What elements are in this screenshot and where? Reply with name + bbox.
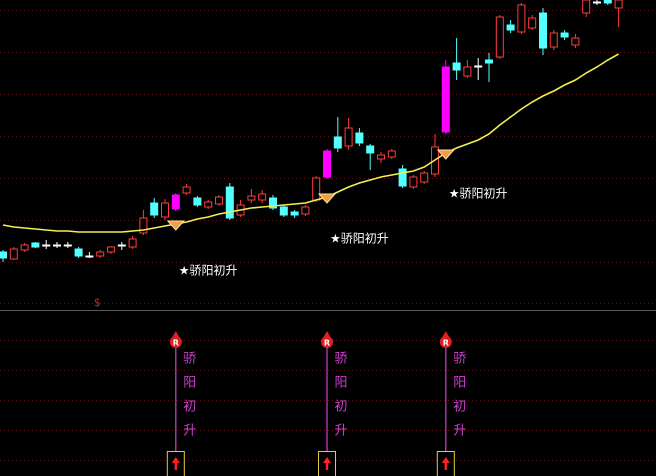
candle-body bbox=[258, 193, 267, 201]
candle-body bbox=[301, 206, 310, 215]
signal-badge-circle bbox=[321, 336, 333, 348]
candle-body bbox=[150, 202, 159, 216]
candle-body bbox=[495, 16, 504, 58]
candle-body bbox=[279, 206, 288, 216]
candle-body bbox=[549, 32, 558, 48]
moving-average bbox=[2, 53, 619, 233]
candle-body bbox=[571, 37, 580, 46]
candle-body bbox=[474, 65, 483, 68]
signal-vertical-char: 升 bbox=[334, 424, 347, 439]
signal-arrow bbox=[441, 457, 450, 470]
candle-body bbox=[20, 244, 29, 251]
candle-body bbox=[323, 150, 331, 178]
signal-vertical-char: 阳 bbox=[334, 376, 347, 391]
marker: $ bbox=[94, 296, 101, 309]
signal-label: ★骄阳初升 bbox=[449, 187, 508, 201]
candle-body bbox=[593, 1, 601, 4]
candle-body bbox=[171, 194, 180, 210]
signal-vertical-char: 升 bbox=[183, 424, 196, 439]
signal-vertical-char: 骄 bbox=[334, 352, 347, 367]
candle-body bbox=[117, 244, 126, 247]
candle-body bbox=[215, 196, 223, 205]
signal-vertical-char: 初 bbox=[334, 400, 347, 415]
signal-diamond bbox=[317, 193, 337, 204]
candle-body bbox=[539, 12, 547, 49]
candle-body bbox=[128, 238, 137, 248]
candle-body bbox=[560, 32, 569, 38]
candle-body bbox=[409, 176, 418, 188]
candle-body bbox=[506, 24, 515, 31]
candle-body bbox=[225, 186, 234, 219]
candle-body bbox=[377, 154, 385, 160]
signal-vertical-char: 骄 bbox=[453, 352, 466, 367]
candle-body bbox=[96, 251, 105, 257]
candle-body bbox=[420, 172, 429, 183]
candle-body bbox=[398, 168, 407, 187]
candle-body bbox=[107, 246, 115, 253]
signal-vertical-char: 阳 bbox=[453, 376, 466, 391]
signal-badge: R bbox=[324, 339, 330, 348]
candle-body bbox=[355, 132, 364, 144]
candle-body bbox=[42, 244, 51, 247]
candle-body bbox=[74, 248, 83, 257]
candle-body bbox=[366, 145, 375, 154]
signal-vertical-char: 初 bbox=[453, 400, 466, 415]
signal-label: ★骄阳初升 bbox=[179, 264, 238, 278]
candle-body bbox=[333, 136, 342, 149]
candle-body bbox=[9, 248, 18, 260]
candle-body bbox=[463, 66, 472, 77]
candle-body bbox=[182, 186, 191, 194]
signal-badge-tip bbox=[441, 331, 450, 338]
candle-body bbox=[0, 251, 7, 259]
candle-body bbox=[53, 244, 61, 247]
candle-body bbox=[269, 197, 277, 209]
candle-body bbox=[603, 0, 612, 4]
candle-body bbox=[290, 211, 299, 216]
candle-body bbox=[139, 217, 148, 234]
signal-diamond bbox=[436, 149, 455, 160]
candle-body bbox=[161, 202, 169, 218]
candle-body bbox=[387, 150, 396, 158]
candle-body bbox=[193, 197, 202, 206]
signal-arrow bbox=[171, 457, 180, 470]
signal-vertical-char: 升 bbox=[453, 424, 466, 439]
candle-body bbox=[528, 17, 537, 29]
signal-vertical-char: 阳 bbox=[183, 376, 196, 391]
candle-body bbox=[614, 0, 623, 9]
candle-body bbox=[312, 177, 321, 201]
candle-body bbox=[204, 201, 213, 208]
signal-label: ★骄阳初升 bbox=[330, 232, 389, 246]
candle-body bbox=[582, 0, 591, 14]
signal-arrow bbox=[323, 457, 331, 470]
signal-badge: R bbox=[173, 339, 179, 348]
candle-body bbox=[344, 127, 353, 147]
signal-badge-tip bbox=[323, 331, 331, 338]
candle-body bbox=[441, 66, 450, 133]
candle-body bbox=[31, 242, 40, 248]
signal-badge-circle bbox=[169, 336, 182, 348]
candle-body bbox=[85, 255, 94, 258]
candle-body bbox=[452, 62, 461, 71]
signal-badge-tip bbox=[171, 331, 180, 338]
candle-body bbox=[247, 195, 256, 201]
signal-badge-circle bbox=[439, 336, 452, 348]
signal-vertical-char: 初 bbox=[183, 400, 196, 415]
signal-vertical-char: 骄 bbox=[183, 352, 196, 367]
candle-body bbox=[517, 4, 526, 33]
candle-body bbox=[485, 59, 493, 64]
candle-body bbox=[63, 244, 72, 247]
signal-diamond bbox=[166, 220, 185, 231]
signal-badge: R bbox=[443, 339, 449, 348]
